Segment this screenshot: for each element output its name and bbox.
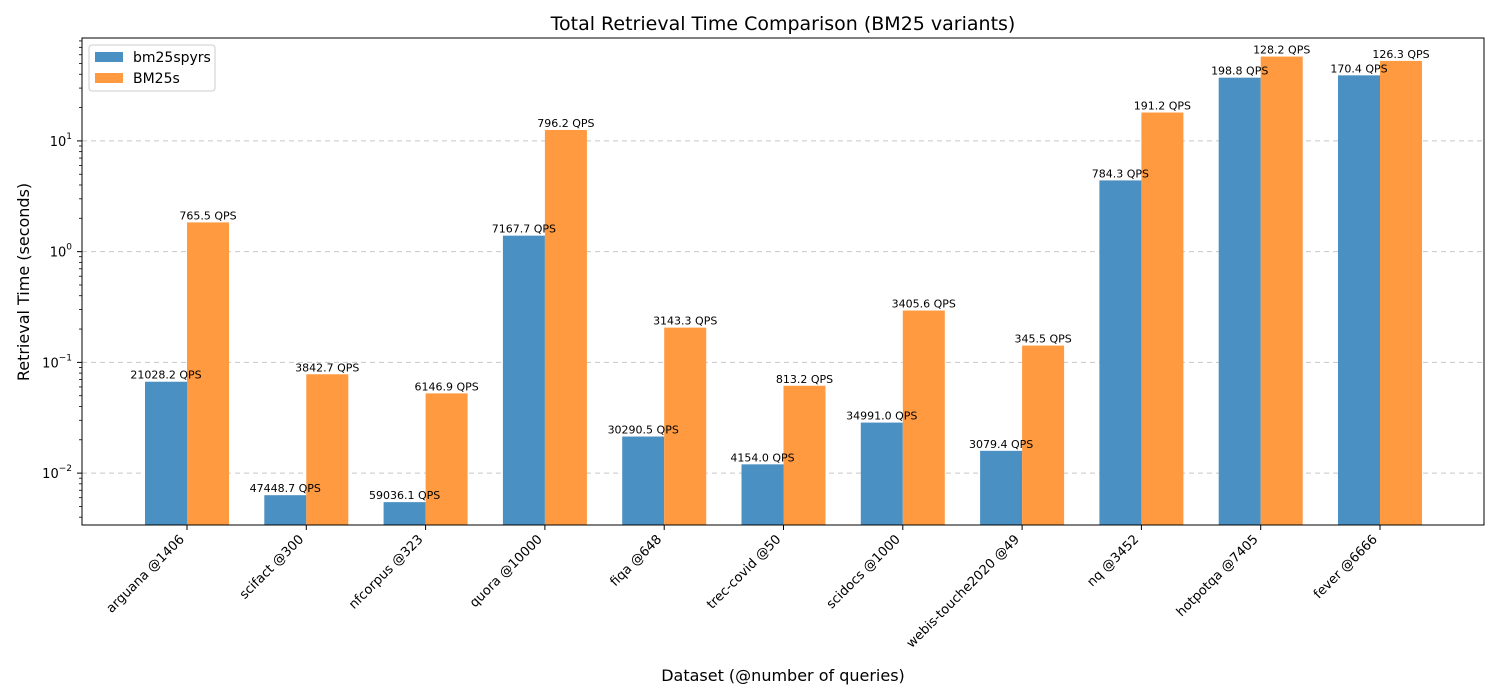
- legend-swatch-bm25s: [95, 73, 123, 83]
- bar-value-label: 21028.2 QPS: [130, 369, 201, 382]
- y-axis-ticks: 10−2 10−1 100 101: [42, 40, 82, 518]
- bar-bm25s: hotpotqa @7405 — BM25s: 57.76: [1260, 56, 1303, 525]
- bar-value-label: 30290.5 QPS: [608, 424, 679, 437]
- bar-bm25s: scidocs @1000 — BM25s: 0.294: [902, 310, 945, 525]
- bar-bm25s: arguana @1406 — BM25s: 1.837: [187, 222, 229, 525]
- bar-value-label: 7167.7 QPS: [492, 223, 556, 236]
- bar-value-label: 191.2 QPS: [1134, 100, 1191, 113]
- bar-value-label: 126.3 QPS: [1372, 48, 1429, 61]
- bar-bm25s: trec-covid @50 — BM25s: 0.0615: [783, 385, 826, 525]
- bar-bm25spyrs: webis-touche2020 @49 — bm25spyrs: 0.0159: [980, 450, 1023, 525]
- bar-value-label: 198.8 QPS: [1211, 65, 1268, 78]
- bar-bm25s: fever @6666 — BM25s: 52.78: [1380, 60, 1422, 525]
- x-axis-label: Dataset (@number of queries): [661, 666, 905, 685]
- y-tick-label: 101: [50, 132, 72, 150]
- bar-value-label: 784.3 QPS: [1092, 167, 1149, 180]
- y-axis-label: Retrieval Time (seconds): [14, 183, 33, 381]
- bars: arguana @1406 — bm25spyrs: 0.0669arguana…: [145, 56, 1422, 526]
- bar-value-label: 765.5 QPS: [179, 209, 236, 222]
- chart-title: Total Retrieval Time Comparison (BM25 va…: [550, 13, 1016, 35]
- bar-value-label: 796.2 QPS: [537, 117, 594, 130]
- bar-value-label: 3405.6 QPS: [892, 298, 956, 311]
- bar-value-label: 813.2 QPS: [776, 373, 833, 386]
- bar-bm25spyrs: trec-covid @50 — bm25spyrs: 0.012: [741, 464, 784, 525]
- legend: bm25spyrs BM25s: [88, 44, 216, 92]
- bar-value-label: 34991.0 QPS: [846, 410, 917, 423]
- bar-bm25spyrs: nfcorpus @323 — bm25spyrs: 0.00547: [383, 502, 426, 525]
- bar-value-label: 128.2 QPS: [1253, 44, 1310, 57]
- legend-label-bm25s: BM25s: [133, 71, 180, 87]
- bar-bm25s: quora @10000 — BM25s: 12.56: [544, 129, 587, 525]
- bar-value-label: 170.4 QPS: [1330, 62, 1387, 75]
- legend-label-bm25spyrs: bm25spyrs: [133, 50, 211, 66]
- bar-value-label: 3842.7 QPS: [295, 361, 359, 374]
- bar-bm25spyrs: hotpotqa @7405 — bm25spyrs: 37.25: [1218, 77, 1261, 526]
- bar-bm25s: webis-touche2020 @49 — BM25s: 0.1418: [1022, 345, 1065, 525]
- bar-bm25s: scifact @300 — BM25s: 0.0781: [306, 374, 349, 525]
- bar-bm25spyrs: fever @6666 — bm25spyrs: 39.1: [1338, 75, 1380, 526]
- bar-bm25spyrs: arguana @1406 — bm25spyrs: 0.0669: [145, 381, 187, 525]
- bar-bm25s: nq @3452 — BM25s: 18.05: [1141, 112, 1184, 525]
- y-tick-label: 100: [50, 243, 73, 261]
- bar-value-labels: 21028.2 QPS 765.5 QPS 47448.7 QPS 3842.7 QP…: [130, 44, 1429, 503]
- bar-value-label: 345.5 QPS: [1014, 333, 1071, 346]
- bar-value-label: 47448.7 QPS: [250, 482, 321, 495]
- bar-value-label: 6146.9 QPS: [414, 380, 478, 393]
- bar-bm25spyrs: scidocs @1000 — bm25spyrs: 0.0286: [860, 422, 903, 525]
- bar-bm25spyrs: nq @3452 — bm25spyrs: 4.4: [1099, 180, 1142, 525]
- bar-value-label: 4154.0 QPS: [730, 451, 794, 464]
- bar-value-label: 59036.1 QPS: [369, 489, 440, 502]
- y-tick-label: 10−2: [42, 464, 72, 482]
- bar-bm25spyrs: fiqa @648 — bm25spyrs: 0.0214: [622, 436, 665, 525]
- bar-bm25spyrs: quora @10000 — bm25spyrs: 1.395: [502, 235, 545, 525]
- bar-value-label: 3079.4 QPS: [969, 438, 1033, 451]
- y-tick-label: 10−1: [42, 353, 72, 371]
- bar-bm25s: nfcorpus @323 — BM25s: 0.0525: [425, 393, 468, 525]
- legend-swatch-bm25spyrs: [95, 52, 123, 62]
- bar-value-label: 3143.3 QPS: [653, 315, 717, 328]
- bar-bm25s: fiqa @648 — BM25s: 0.206: [664, 327, 707, 525]
- bar-bm25spyrs: scifact @300 — bm25spyrs: 0.00632: [264, 495, 307, 525]
